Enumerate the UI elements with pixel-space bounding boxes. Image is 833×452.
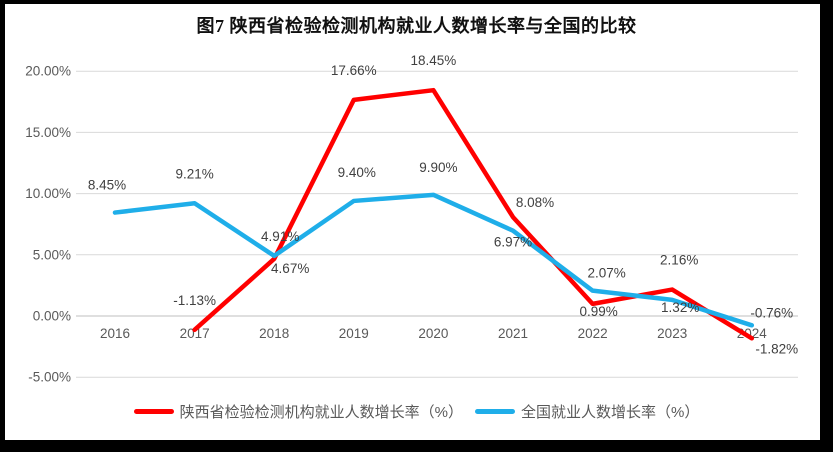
data-point-label: 18.45%	[411, 53, 457, 68]
y-axis-tick-label: 15.00%	[25, 125, 71, 140]
x-axis-label: 2016	[100, 326, 130, 341]
data-point-label: -0.76%	[750, 305, 793, 320]
legend-label: 陕西省检验检测机构就业人数增长率（%）	[179, 404, 463, 421]
x-axis-label: 2020	[418, 326, 448, 341]
x-axis-label: 2017	[180, 326, 210, 341]
data-point-label: 2.07%	[587, 266, 625, 281]
x-axis-label: 2024	[737, 326, 768, 341]
legend-line-swatch	[133, 409, 174, 414]
data-point-label: 17.66%	[331, 63, 377, 78]
x-axis-label: 2022	[578, 326, 608, 341]
series-line-national	[112, 192, 755, 328]
data-point-label: 4.67%	[271, 261, 309, 276]
data-point-label: 1.32%	[661, 300, 699, 315]
y-axis-tick-label: 5.00%	[33, 247, 71, 262]
chart-background	[5, 4, 820, 440]
y-axis-tick-label: 20.00%	[25, 64, 71, 79]
data-point-label: 9.21%	[175, 166, 213, 181]
data-point-label: 9.90%	[419, 160, 457, 175]
x-axis-label: 2019	[339, 326, 369, 341]
data-point-label: 9.40%	[338, 165, 376, 180]
x-axis-label: 2018	[259, 326, 289, 341]
series-line-shaanxi	[192, 87, 755, 341]
chart-legend: 陕西省检验检测机构就业人数增长率（%） 全国就业人数增长率（%）	[0, 401, 833, 422]
x-axis-label: 2023	[657, 326, 687, 341]
legend-item-national: 全国就业人数增长率（%）	[475, 401, 699, 422]
data-point-label: 0.99%	[579, 304, 617, 319]
data-point-label: 2.16%	[660, 253, 698, 268]
legend-label: 全国就业人数增长率（%）	[521, 404, 700, 421]
data-point-label: -1.13%	[173, 293, 216, 308]
y-axis-tick-label: -5.00%	[28, 370, 71, 385]
data-point-label: 4.91%	[261, 229, 299, 244]
data-point-label: 8.45%	[88, 178, 126, 193]
y-axis-tick-label: 0.00%	[33, 309, 71, 324]
y-axis-tick-label: 10.00%	[25, 186, 71, 201]
legend-line-swatch	[475, 409, 515, 414]
chart-title: 图7 陕西省检验检测机构就业人数增长率与全国的比较	[196, 16, 637, 36]
x-axis-label: 2021	[498, 326, 528, 341]
data-point-label: 6.97%	[494, 235, 532, 250]
data-point-label: 8.08%	[516, 195, 554, 210]
legend-item-shaanxi: 陕西省检验检测机构就业人数增长率（%）	[133, 401, 463, 422]
data-point-label: -1.82%	[755, 341, 798, 356]
